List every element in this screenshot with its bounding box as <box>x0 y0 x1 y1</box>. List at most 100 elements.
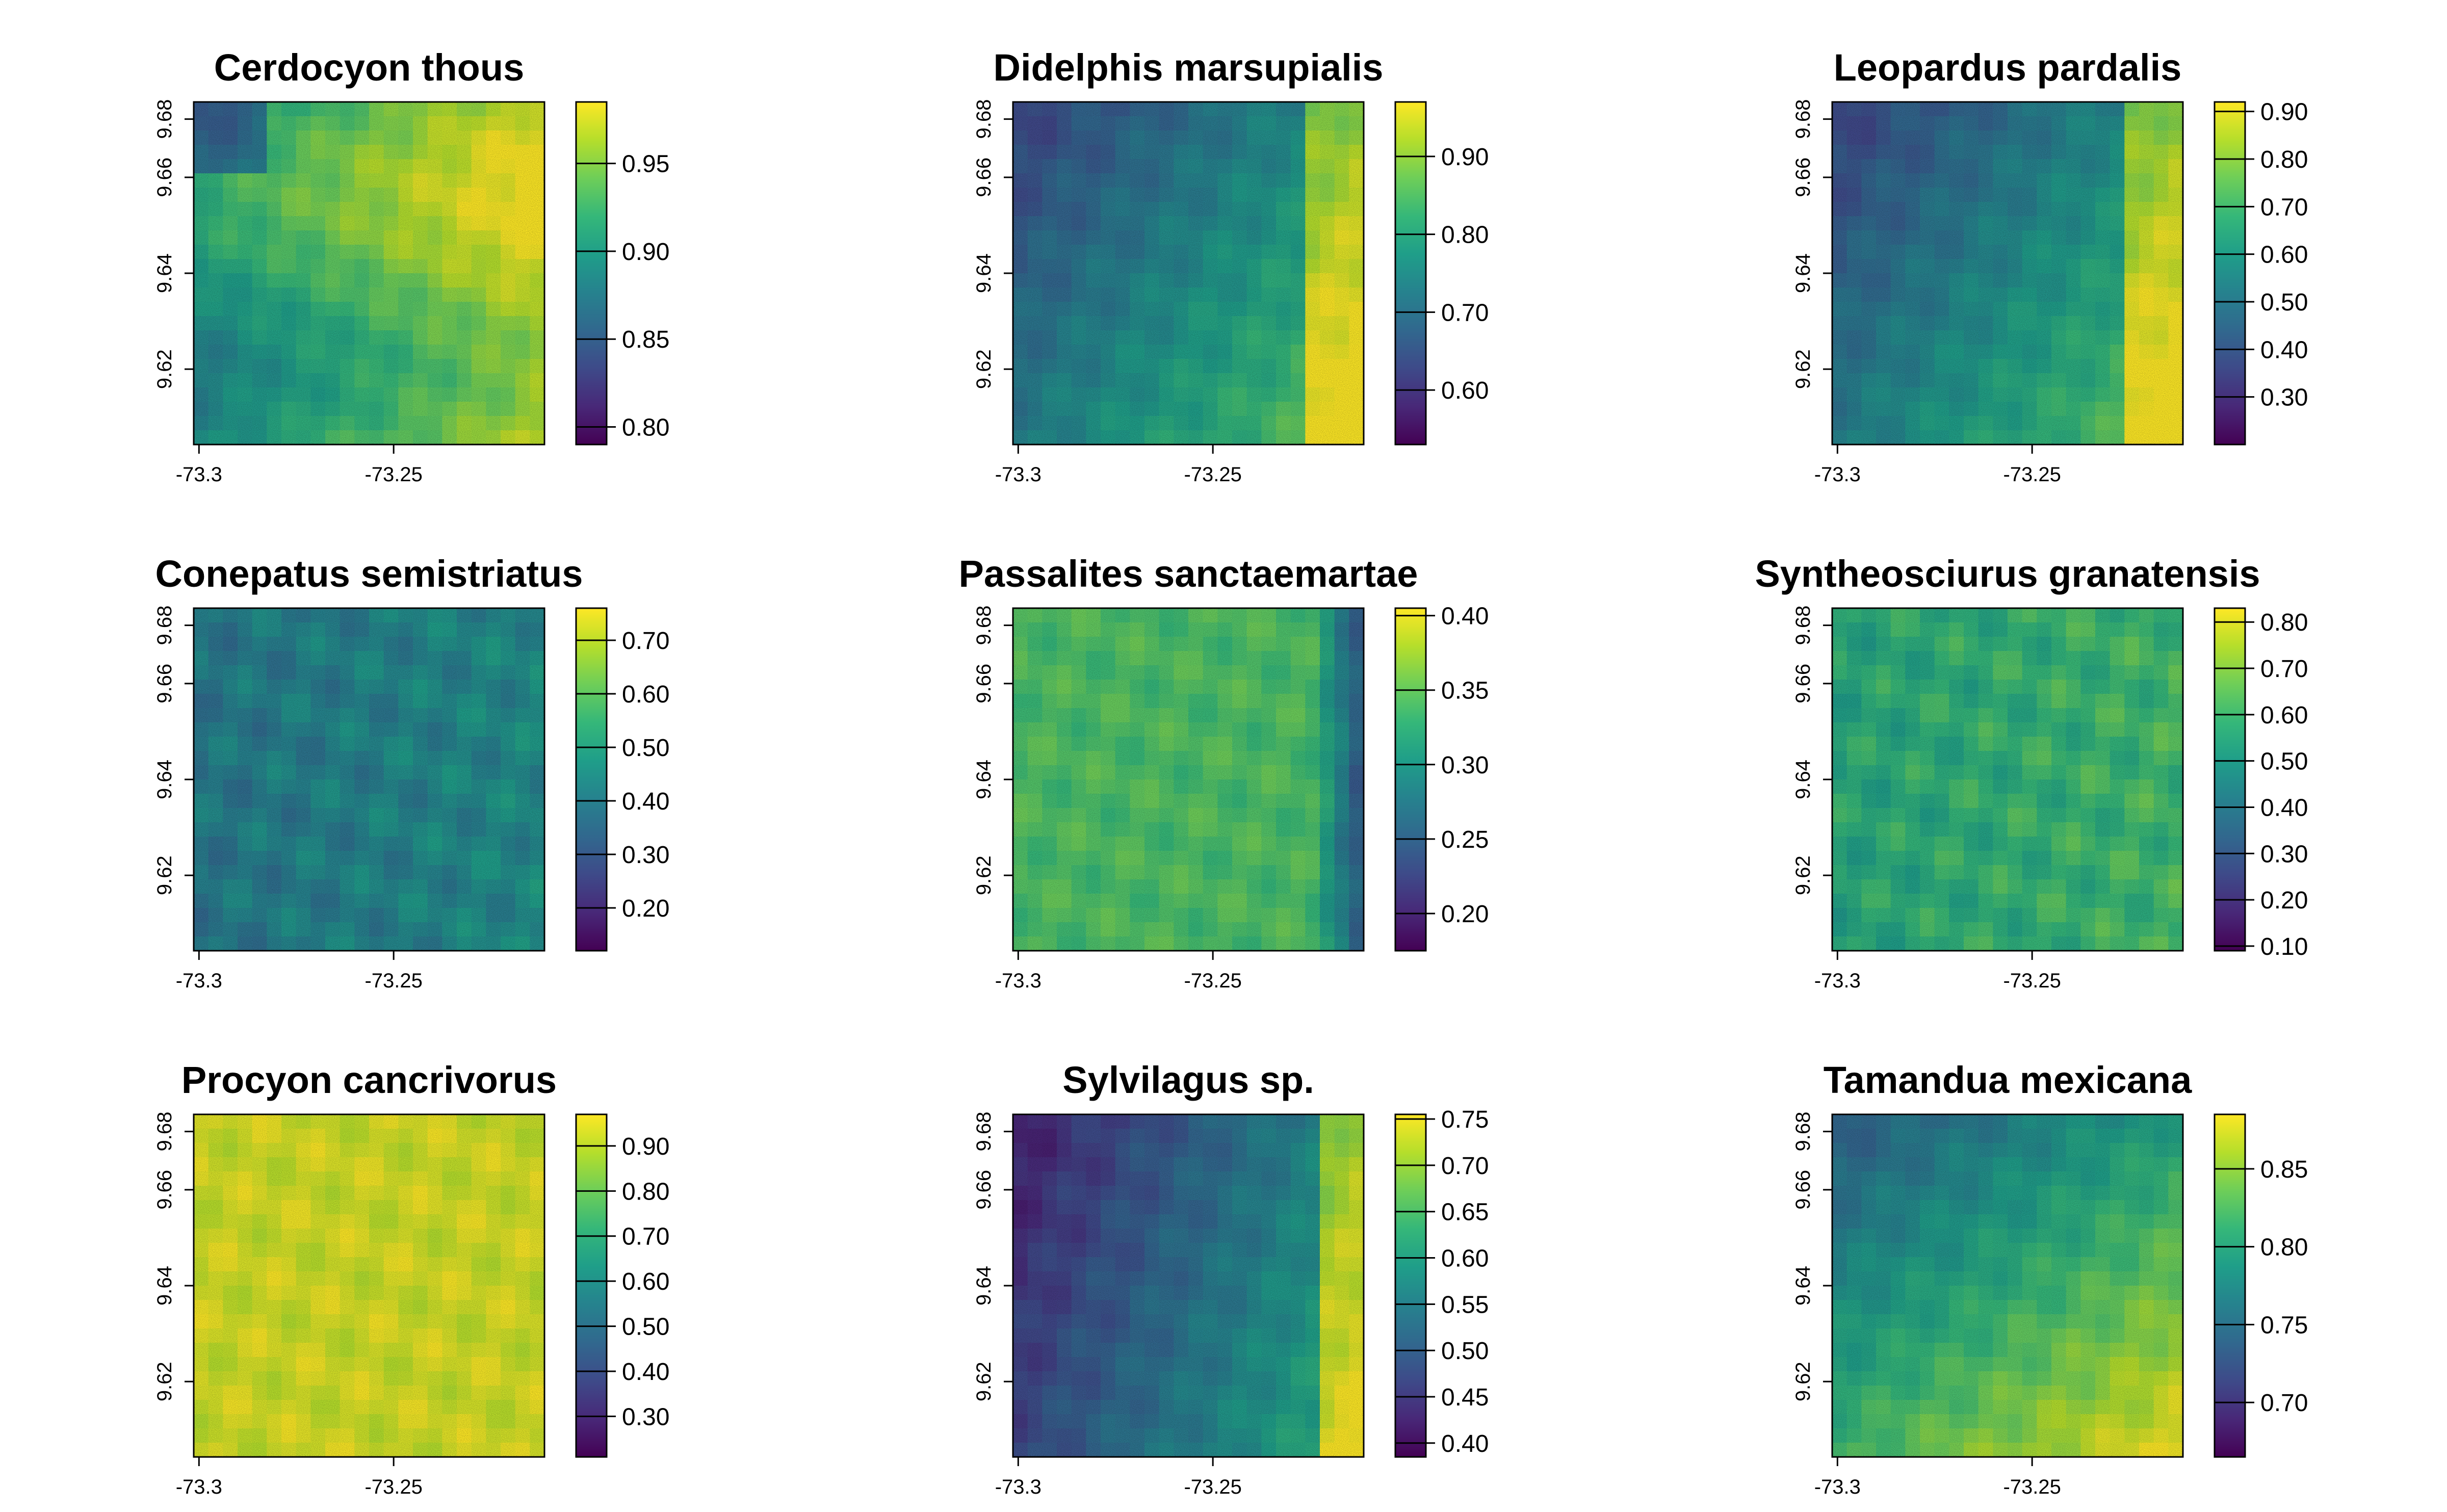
raster-texture <box>1013 102 1364 445</box>
colorbar-tick-label: 0.45 <box>1441 1384 1489 1411</box>
y-tick-label: 9.66 <box>153 1170 176 1210</box>
colorbar-tick-label: 0.95 <box>622 151 669 178</box>
colorbar-tick-label: 0.40 <box>2260 794 2308 821</box>
raster-texture <box>1013 1114 1364 1457</box>
raster-texture <box>1832 608 2183 951</box>
colorbar-tick-label: 0.50 <box>2260 748 2308 775</box>
y-tick-label: 9.66 <box>1792 158 1814 197</box>
colorbar-tick-label: 0.60 <box>2260 702 2308 729</box>
colorbar-tick-label: 0.40 <box>622 788 669 815</box>
colorbar-tick-label: 0.60 <box>622 1268 669 1295</box>
y-tick-label: 9.68 <box>973 99 995 139</box>
colorbar-tick-label: 0.50 <box>622 1314 669 1341</box>
y-tick-label: 9.62 <box>1792 349 1814 389</box>
colorbar-tick-label: 0.70 <box>2260 194 2308 221</box>
map-panel: Conepatus semistriatus9.629.649.669.68-7… <box>153 553 669 992</box>
colorbar <box>1394 101 1427 446</box>
y-tick-label: 9.68 <box>973 606 995 645</box>
x-tick-label: -73.3 <box>995 970 1042 992</box>
y-tick-label: 9.66 <box>153 158 176 197</box>
colorbar-tick-label: 0.60 <box>2260 242 2308 269</box>
colorbar-tick-label: 0.50 <box>2260 289 2308 316</box>
y-tick-label: 9.64 <box>1792 253 1814 293</box>
panel-title: Conepatus semistriatus <box>155 553 583 595</box>
colorbar <box>1394 1113 1427 1458</box>
colorbar-tick-label: 0.70 <box>622 1223 669 1250</box>
raster <box>194 1114 544 1457</box>
raster <box>1832 1114 2183 1457</box>
y-tick-label: 9.68 <box>153 606 176 645</box>
colorbar-tick-label: 0.50 <box>622 735 669 762</box>
y-tick-label: 9.64 <box>973 253 995 293</box>
colorbar-tick-label: 0.20 <box>1441 901 1489 928</box>
y-tick-label: 9.66 <box>973 1170 995 1210</box>
colorbar <box>2214 607 2246 952</box>
colorbar <box>575 101 608 446</box>
colorbar-tick-label: 0.30 <box>2260 384 2308 411</box>
raster <box>194 102 544 445</box>
x-tick-label: -73.3 <box>1814 970 1861 992</box>
colorbar-tick-label: 0.70 <box>1441 299 1489 326</box>
x-tick-label: -73.25 <box>2003 463 2061 486</box>
y-tick-label: 9.64 <box>1792 760 1814 799</box>
y-tick-label: 9.62 <box>153 349 176 389</box>
y-tick-label: 9.64 <box>153 1266 176 1306</box>
raster <box>1832 608 2183 951</box>
x-tick-label: -73.25 <box>365 1476 422 1498</box>
colorbar <box>1394 607 1427 952</box>
x-tick-label: -73.3 <box>995 463 1042 486</box>
y-tick-label: 9.62 <box>973 855 995 895</box>
colorbar-tick-label: 0.90 <box>1441 144 1489 171</box>
x-tick-label: -73.3 <box>176 1476 222 1498</box>
colorbar-tick-label: 0.20 <box>2260 887 2308 914</box>
colorbar-tick-label: 0.10 <box>2260 933 2308 960</box>
raster-texture <box>194 102 544 445</box>
colorbar-tick-label: 0.30 <box>622 1403 669 1430</box>
x-tick-label: -73.25 <box>365 970 422 992</box>
panel-title: Tamandua mexicana <box>1824 1059 2192 1101</box>
map-panel: Didelphis marsupialis9.629.649.669.68-73… <box>973 46 1489 486</box>
y-tick-label: 9.62 <box>1792 855 1814 895</box>
y-tick-label: 9.68 <box>1792 99 1814 139</box>
map-panel: Sylvilagus sp.9.629.649.669.68-73.3 -73.2… <box>973 1059 1489 1498</box>
panel-title: Syntheosciurus granatensis <box>1755 553 2260 595</box>
colorbar-tick-label: 0.40 <box>1441 1430 1489 1457</box>
colorbar-tick-label: 0.30 <box>2260 841 2308 868</box>
y-tick-label: 9.66 <box>153 664 176 703</box>
colorbar-tick-label: 0.75 <box>1441 1106 1489 1133</box>
colorbar <box>2214 101 2246 446</box>
map-panel: Procyon cancrivorus9.629.649.669.68-73.3… <box>153 1059 669 1498</box>
colorbar-tick-label: 0.30 <box>622 842 669 869</box>
colorbar-tick-label: 0.90 <box>622 239 669 266</box>
colorbar <box>575 607 608 952</box>
colorbar-tick-label: 0.60 <box>1441 1245 1489 1272</box>
x-tick-label: -73.3 <box>176 970 222 992</box>
panel-title: Didelphis marsupialis <box>994 46 1384 89</box>
colorbar-tick-label: 0.40 <box>2260 336 2308 363</box>
y-tick-label: 9.62 <box>153 855 176 895</box>
y-tick-label: 9.62 <box>153 1362 176 1401</box>
raster-texture <box>1832 102 2183 445</box>
panel-title: Sylvilagus sp. <box>1062 1059 1314 1101</box>
colorbar-tick-label: 0.80 <box>2260 609 2308 636</box>
raster-texture <box>1013 608 1364 951</box>
colorbar-tick-label: 0.90 <box>622 1133 669 1160</box>
raster-texture <box>194 1114 544 1457</box>
raster <box>1013 102 1364 445</box>
raster <box>1013 608 1364 951</box>
colorbar-tick-label: 0.80 <box>622 1178 669 1205</box>
panel-title: Passalites sanctaemartae <box>959 553 1418 595</box>
colorbar-tick-label: 0.80 <box>1441 222 1489 249</box>
map-panel: Passalites sanctaemartae9.629.649.669.68… <box>959 553 1489 992</box>
x-tick-label: -73.3 <box>995 1476 1042 1498</box>
x-tick-label: -73.3 <box>176 463 222 486</box>
colorbar-tick-label: 0.70 <box>2260 656 2308 683</box>
x-tick-label: -73.25 <box>365 463 422 486</box>
raster <box>194 608 544 951</box>
colorbar <box>575 1113 608 1458</box>
raster <box>1832 102 2183 445</box>
colorbar-tick-label: 0.50 <box>1441 1338 1489 1365</box>
colorbar-tick-label: 0.40 <box>622 1359 669 1386</box>
colorbar-tick-label: 0.85 <box>622 326 669 353</box>
